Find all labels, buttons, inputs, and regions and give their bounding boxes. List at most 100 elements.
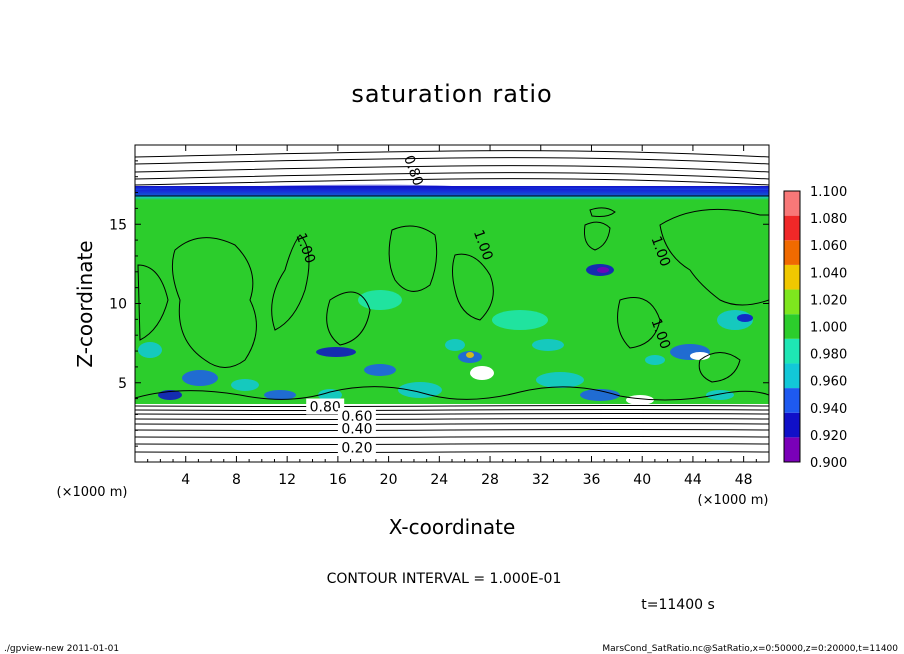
field-patch-25 xyxy=(706,390,734,400)
colorbar-label-2: 0.940 xyxy=(810,402,847,417)
colorbar-label-3: 0.960 xyxy=(810,375,847,390)
lower-contour-4 xyxy=(135,423,769,425)
lower-contour-2 xyxy=(135,413,769,415)
saturation-contour-9 xyxy=(617,297,661,349)
footer-right: MarsCond_SatRatio.nc@SatRatio,x=0:50000,… xyxy=(602,644,898,654)
contour-label-3: 0.40 xyxy=(341,422,372,438)
contour-interval-note: CONTOUR INTERVAL = 1.000E-01 xyxy=(327,571,562,587)
field-patch-6 xyxy=(690,352,710,360)
contour-label-4: 0.20 xyxy=(341,441,372,457)
subsaturated-patches xyxy=(138,264,753,405)
colorbar-label-8: 1.060 xyxy=(810,239,847,254)
x-tick-label-1: 8 xyxy=(232,472,241,488)
colorbar-label-1: 0.920 xyxy=(810,429,847,444)
saturation-contour-7 xyxy=(452,253,494,321)
colorbar-swatch-9 xyxy=(784,215,800,241)
upper-band-highlight xyxy=(135,184,769,196)
colorbar-label-4: 0.980 xyxy=(810,348,847,363)
y-tick-label-2: 15 xyxy=(109,217,127,233)
x-tick-label-8: 36 xyxy=(583,472,601,488)
plot-area: 0.800.800.600.400.201.00 1.00 1.001.00 xyxy=(135,145,769,462)
saturation-contour-4 xyxy=(659,208,769,306)
colorbar-label-10: 1.100 xyxy=(810,185,847,200)
lower-contour-7 xyxy=(135,443,769,445)
colorbar-swatch-5 xyxy=(784,314,800,339)
colorbar-swatch-2 xyxy=(784,388,800,413)
field-patch-7 xyxy=(645,355,665,365)
colorbar-swatch-10 xyxy=(784,191,800,216)
field-patch-11 xyxy=(536,372,584,388)
contour-label-bg-3 xyxy=(337,420,376,437)
colorbar-label-5: 1.000 xyxy=(810,321,847,336)
field-patch-26 xyxy=(364,364,396,376)
lower-contour-8 xyxy=(135,451,769,453)
x-tick-label-11: 48 xyxy=(735,472,753,488)
field-patch-13 xyxy=(398,382,442,398)
x-axis-label: X-coordinate xyxy=(389,515,516,539)
colorbar-swatch-6 xyxy=(784,289,800,315)
y-tick-label-0: 5 xyxy=(118,376,127,392)
field-patch-14 xyxy=(492,310,548,330)
field-patch-9 xyxy=(231,379,259,391)
chart-title: saturation ratio xyxy=(351,80,552,108)
field-patch-18 xyxy=(264,390,296,400)
lower-contour-1 xyxy=(135,409,769,411)
field-patch-24 xyxy=(466,352,474,358)
green-region xyxy=(135,196,769,404)
saturation-contour-0 xyxy=(171,237,257,368)
time-stamp: t=11400 s xyxy=(641,597,715,613)
field-patch-3 xyxy=(470,366,494,380)
field-patch-19 xyxy=(318,389,342,401)
colorbar-swatch-3 xyxy=(784,363,800,389)
colorbar-label-6: 1.020 xyxy=(810,293,847,308)
lower-contour-3 xyxy=(135,418,769,420)
y-axis-ticks: 5 10 15 xyxy=(109,160,769,447)
x-tick-label-5: 24 xyxy=(430,472,448,488)
x-axis-ticks: 4 8 12 16 20 24 28 32 36 40 44 48 xyxy=(147,145,757,488)
upper-contour-4 xyxy=(135,178,769,186)
colorbar-label-7: 1.040 xyxy=(810,266,847,281)
field-patch-10 xyxy=(138,342,162,358)
x-tick-label-4: 20 xyxy=(380,472,398,488)
contour-lines xyxy=(135,150,769,453)
field-patch-22 xyxy=(445,339,465,351)
contour-label-bg-1 xyxy=(306,398,345,415)
colorbar-swatch-0 xyxy=(784,437,800,462)
x-tick-label-6: 28 xyxy=(481,472,499,488)
x-tick-label-0: 4 xyxy=(181,472,190,488)
colorbar-label-9: 1.080 xyxy=(810,212,847,227)
upper-contour-0 xyxy=(135,150,769,158)
y-tick-label-1: 10 xyxy=(109,297,127,313)
y-axis-label: Z-coordinate xyxy=(73,240,97,367)
field-patch-8 xyxy=(182,370,218,386)
x-tick-label-9: 40 xyxy=(633,472,651,488)
contour-label-bg-2 xyxy=(337,408,376,425)
upper-contour-2 xyxy=(135,165,769,173)
upper-contour-3 xyxy=(135,172,769,180)
colorbar-frame xyxy=(783,190,801,463)
saturation-contour-6 xyxy=(271,234,310,331)
field-patch-4 xyxy=(316,347,356,357)
ground-contour xyxy=(135,386,769,401)
colorbar-swatch-7 xyxy=(784,264,800,290)
colorbar-label-0: 0.900 xyxy=(810,456,847,471)
lower-contour-0 xyxy=(135,405,769,407)
saturation-contour-1 xyxy=(388,225,438,292)
x-tick-label-3: 16 xyxy=(329,472,347,488)
field-patch-23 xyxy=(532,339,564,351)
field-patch-12 xyxy=(580,389,620,401)
saturation-contour-3 xyxy=(589,207,616,217)
x-tick-label-7: 32 xyxy=(532,472,550,488)
x-unit-label: (×1000 m) xyxy=(698,493,769,508)
field-patch-15 xyxy=(358,290,402,310)
saturation-contour-8 xyxy=(326,291,371,346)
colorbar-swatch-8 xyxy=(784,240,800,265)
contour-label-1: 0.80 xyxy=(310,400,341,416)
colorbar-swatch-4 xyxy=(784,338,800,364)
y-unit-label: (×1000 m) xyxy=(57,485,128,500)
lower-contour-5 xyxy=(135,429,769,431)
x-tick-label-2: 12 xyxy=(278,472,296,488)
contour-label-bg-4 xyxy=(337,439,376,456)
saturation-contour-2 xyxy=(584,221,611,251)
